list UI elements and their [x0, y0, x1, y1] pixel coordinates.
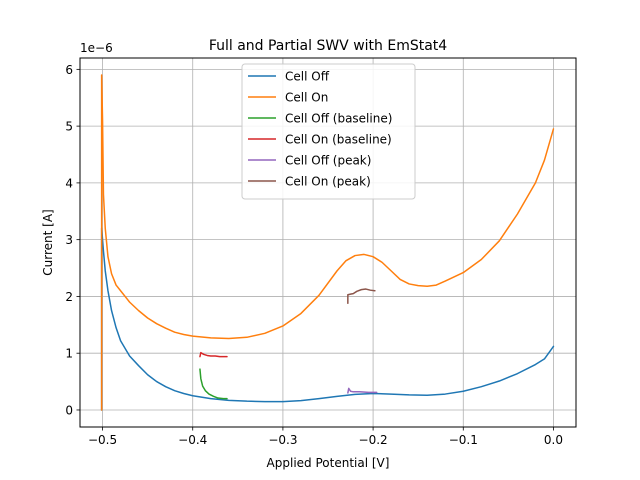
legend-label: Cell Off	[285, 70, 330, 84]
legend-label: Cell On	[285, 91, 328, 105]
legend-label: Cell Off (peak)	[285, 154, 371, 168]
legend-box	[241, 63, 416, 200]
y-tick-label: 3	[65, 233, 73, 247]
series-line	[347, 387, 378, 394]
y-tick-label: 5	[65, 120, 73, 134]
x-axis-label: Applied Potential [V]	[267, 456, 390, 470]
y-tick-label: 6	[65, 63, 73, 77]
x-tick-label: −0.5	[88, 433, 117, 447]
x-tick-label: −0.4	[178, 433, 207, 447]
y-tick-label: 0	[65, 403, 73, 417]
ticks: −0.5 −0.4 −0.3 −0.2 −0.1 0.0 0 1 2 3 4 5 6	[65, 63, 563, 447]
legend-label: Cell On (peak)	[285, 175, 371, 189]
chart-title: Full and Partial SWV with EmStat4	[209, 38, 447, 54]
y-tick-label: 2	[65, 290, 73, 304]
legend-label: Cell Off (baseline)	[285, 112, 392, 126]
series-line	[100, 227, 555, 411]
x-tick-label: −0.1	[449, 433, 478, 447]
y-tick-label: 1	[65, 347, 73, 361]
x-tick-label: 0.0	[544, 433, 563, 447]
series-line	[199, 351, 228, 358]
x-tick-label: −0.3	[268, 433, 297, 447]
x-tick-label: −0.2	[359, 433, 388, 447]
plot-frame	[79, 57, 577, 428]
y-tick-label: 4	[65, 176, 73, 190]
series-line	[100, 74, 555, 411]
y-scale-label: 1e−6	[80, 41, 113, 55]
legend: Cell Off Cell On Cell Off (baseline) Cell O…	[241, 63, 416, 200]
y-axis-label: Current [A]	[41, 209, 55, 275]
legend-label: Cell On (baseline)	[285, 133, 392, 147]
series-line	[347, 288, 376, 304]
series-line	[199, 368, 228, 400]
series-layer	[100, 74, 555, 411]
